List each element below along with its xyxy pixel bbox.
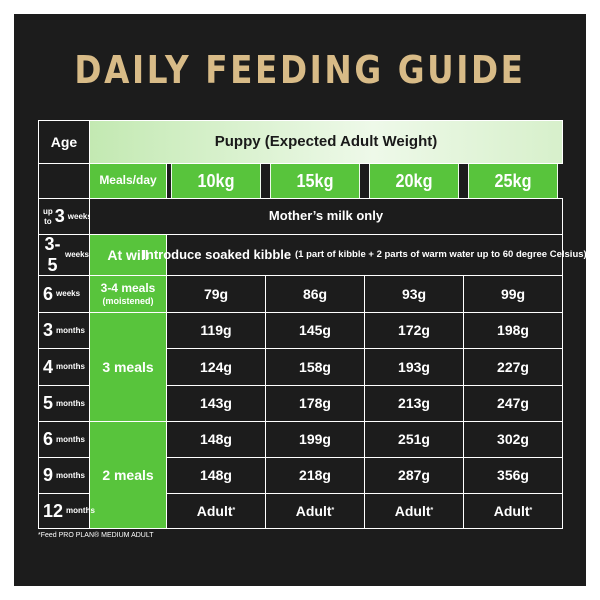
meals-3-4-cell: 3-4 meals (moistened): [89, 275, 167, 313]
age-unit: months: [66, 506, 95, 516]
meals-at-will-cell: At will: [89, 234, 167, 276]
weight-10kg-header: 10kg: [171, 163, 261, 199]
meals-note: (moistened): [102, 295, 154, 306]
age-number: 3-5: [44, 234, 61, 275]
adult-cell: Adult *: [364, 493, 464, 529]
adult-asterisk: *: [529, 506, 533, 514]
age-unit: months: [56, 470, 85, 480]
age-cell-6-months: 6 months: [38, 421, 90, 458]
age-number: 6: [43, 283, 54, 304]
adult-cell: Adult *: [166, 493, 266, 529]
value-cell: 148g: [166, 457, 266, 494]
value-cell: 213g: [364, 385, 464, 422]
age-cell-5-months: 5 months: [38, 385, 90, 422]
age-cell-12-months: 12 months: [38, 493, 95, 529]
value-cell: 251g: [364, 421, 464, 458]
age-number: 12: [43, 500, 64, 521]
age-unit: months: [56, 362, 85, 372]
value-cell: 99g: [463, 275, 563, 313]
age-unit: weeks: [64, 250, 89, 260]
value-cell: 199g: [265, 421, 365, 458]
age-cell-3-5-weeks: 3-5 weeks: [38, 234, 90, 276]
puppy-group-header: Puppy (Expected Adult Weight): [89, 120, 563, 164]
age-number: 4: [43, 356, 54, 377]
age-cell-6-weeks: 6 weeks: [38, 275, 90, 313]
kibble-ratio-note: (1 part of kibble + 2 parts of warm wate…: [295, 248, 587, 260]
value-cell: 198g: [463, 312, 563, 349]
page-title: DAILY FEEDING GUIDE: [74, 48, 526, 92]
value-cell: 79g: [166, 275, 266, 313]
age-header: Age: [38, 120, 90, 164]
age-prefix: up to: [43, 207, 53, 226]
meals-2-merged-cell: 2 meals: [89, 421, 167, 529]
value-cell: 218g: [265, 457, 365, 494]
meals-3-merged-cell: 3 meals: [89, 312, 167, 422]
adult-label: Adult: [295, 502, 332, 519]
age-unit: months: [56, 325, 85, 335]
age-header-blank: [38, 163, 90, 199]
adult-label: Adult: [196, 502, 233, 519]
age-number: 9: [43, 465, 54, 486]
age-number: 5: [43, 393, 54, 414]
age-cell-9-months: 9 months: [38, 457, 90, 494]
age-unit: months: [56, 398, 85, 408]
value-cell: 148g: [166, 421, 266, 458]
value-cell: 86g: [265, 275, 365, 313]
weight-15kg-header: 15kg: [270, 163, 360, 199]
value-cell: 287g: [364, 457, 464, 494]
weight-20kg-header: 20kg: [369, 163, 459, 199]
adult-label: Adult: [493, 502, 530, 519]
value-cell: 193g: [364, 348, 464, 386]
value-cell: 227g: [463, 348, 563, 386]
age-cell-3-months: 3 months: [38, 312, 90, 349]
value-cell: 356g: [463, 457, 563, 494]
adult-asterisk: *: [430, 506, 434, 514]
value-cell: 158g: [265, 348, 365, 386]
value-cell: 93g: [364, 275, 464, 313]
value-cell: 247g: [463, 385, 563, 422]
adult-cell: Adult *: [463, 493, 563, 529]
age-number: 3: [54, 206, 65, 227]
value-cell: 143g: [166, 385, 266, 422]
meals-count: 3-4 meals: [100, 280, 156, 295]
value-cell: 145g: [265, 312, 365, 349]
mothers-milk-cell: Mother’s milk only: [89, 198, 563, 235]
age-unit: months: [56, 434, 85, 444]
adult-label: Adult: [394, 502, 431, 519]
value-cell: 178g: [265, 385, 365, 422]
age-cell-up-to-3-weeks: up to 3 weeks: [38, 198, 92, 235]
weight-25kg-header: 25kg: [468, 163, 558, 199]
age-number: 6: [43, 429, 54, 450]
adult-asterisk: *: [331, 506, 335, 514]
value-cell: 124g: [166, 348, 266, 386]
value-cell: 302g: [463, 421, 563, 458]
value-cell: 172g: [364, 312, 464, 349]
age-number: 3: [43, 320, 54, 341]
age-cell-4-months: 4 months: [38, 348, 90, 386]
soaked-kibble-cell: Introduce soaked kibble (1 part of kibbl…: [142, 234, 587, 276]
age-unit: weeks: [67, 211, 92, 221]
meals-per-day-header: Meals/day: [89, 163, 167, 199]
adult-asterisk: *: [232, 506, 236, 514]
footnote: *Feed PRO PLAN® MEDIUM ADULT: [38, 532, 154, 539]
kibble-instruction: Introduce soaked kibble: [142, 246, 292, 262]
age-unit: weeks: [56, 289, 81, 299]
adult-cell: Adult *: [265, 493, 365, 529]
value-cell: 119g: [166, 312, 266, 349]
